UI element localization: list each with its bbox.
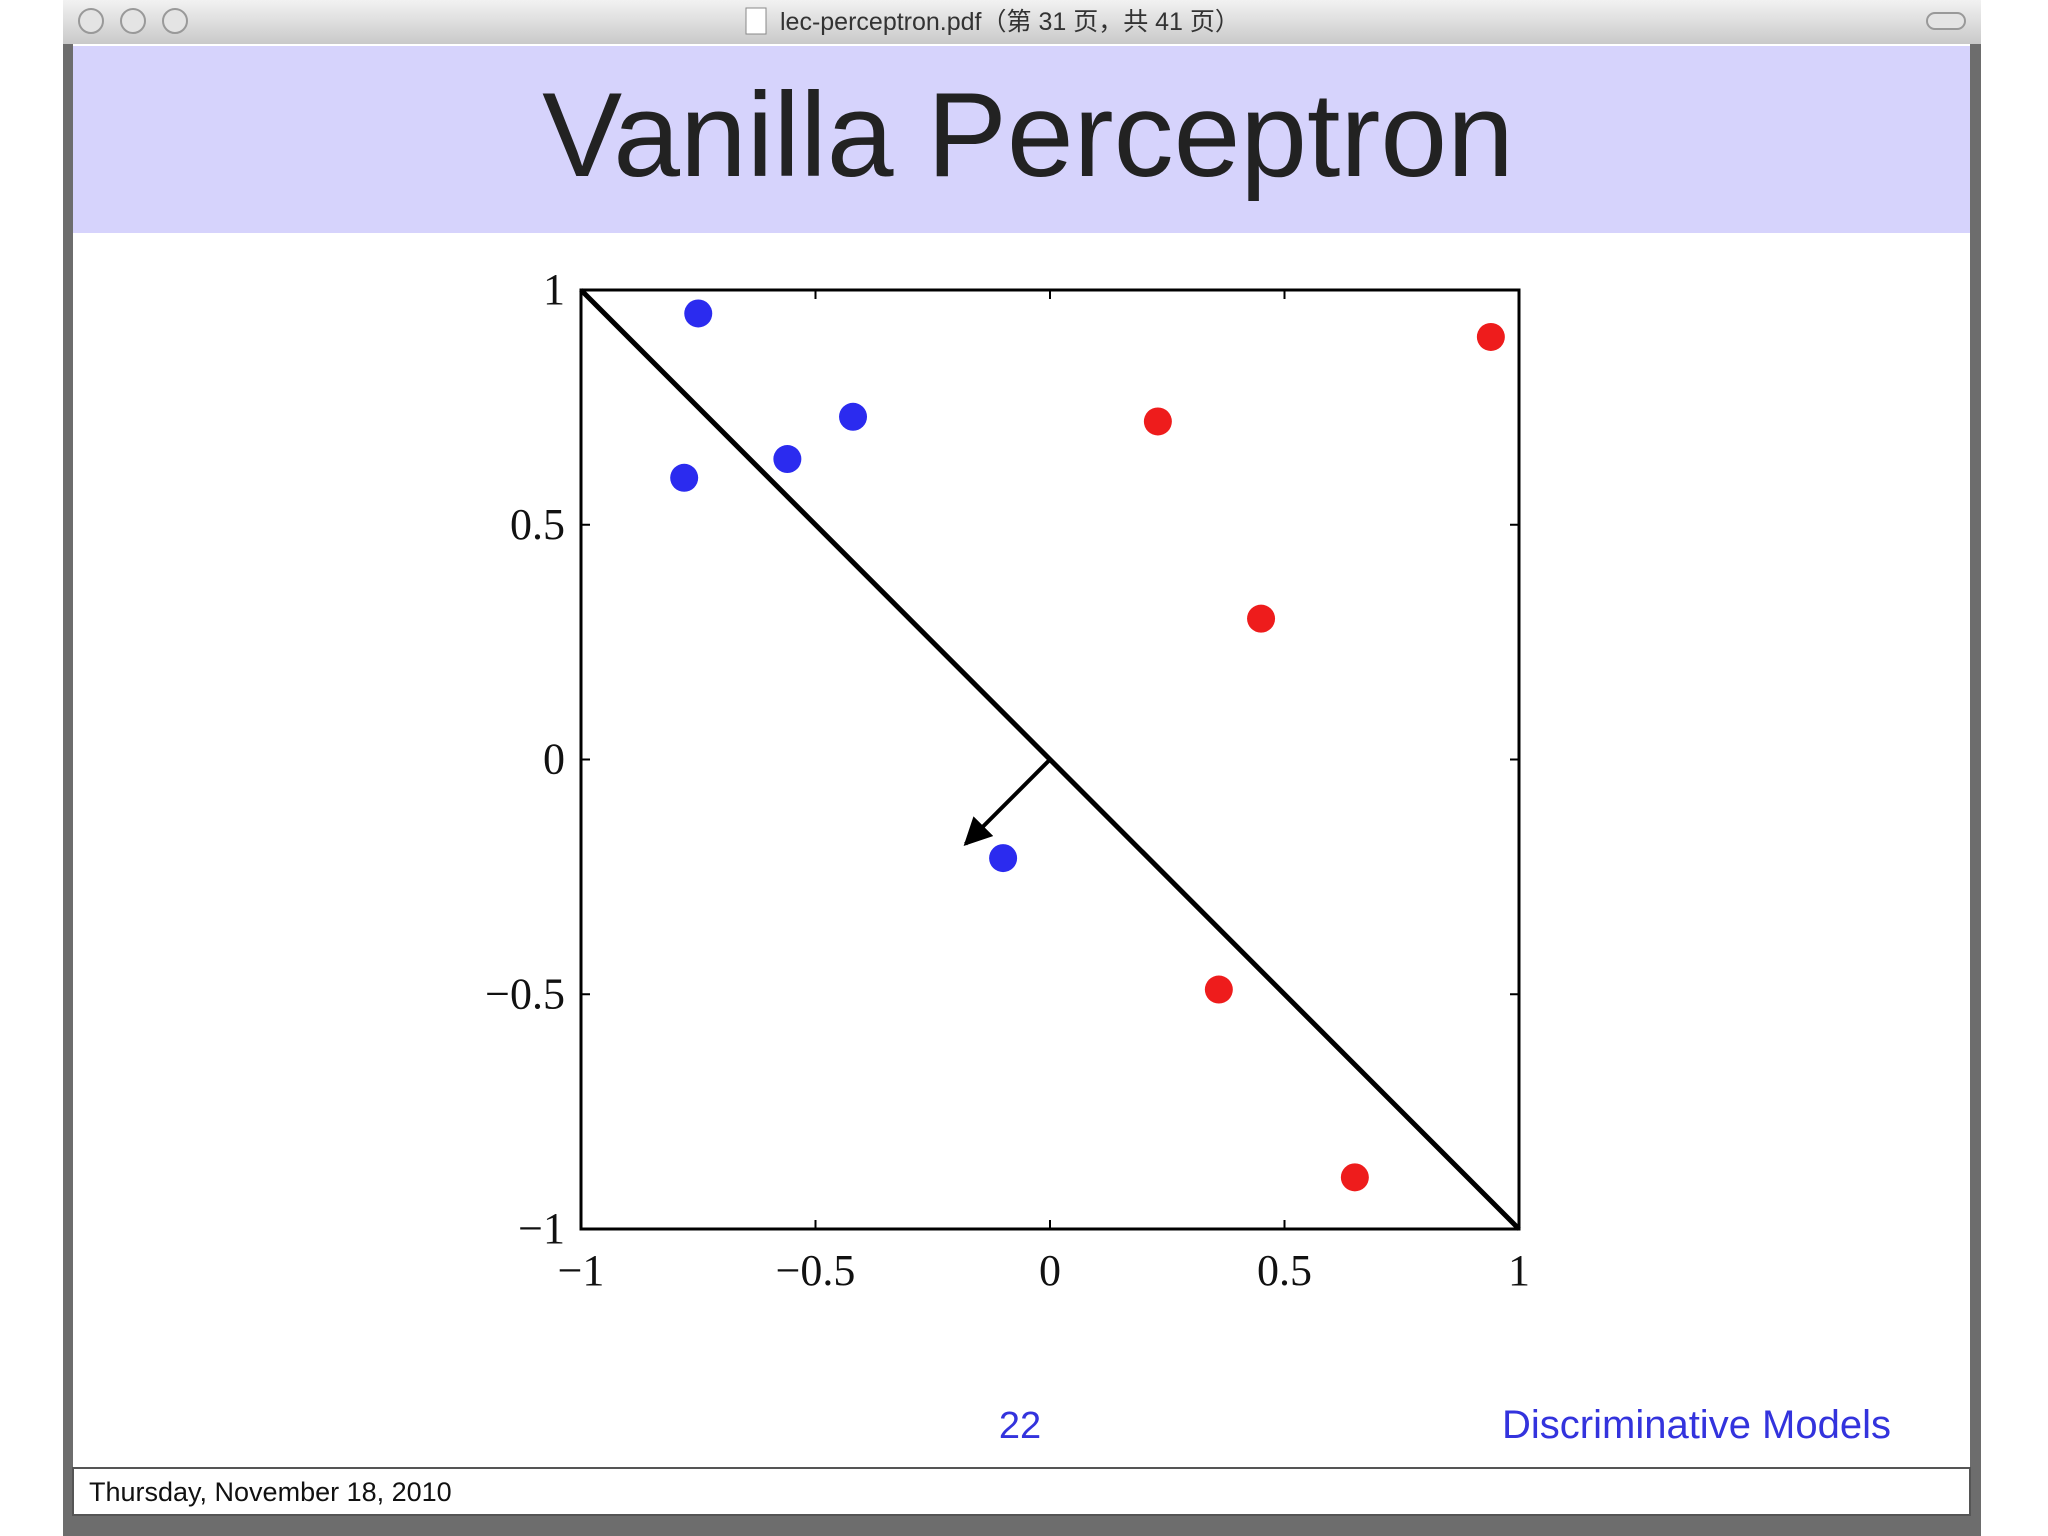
- title-bar: [63, 0, 1981, 44]
- x-tick-label: 1: [1508, 1246, 1530, 1295]
- plot: −1 −0.5 0 0.5 1 −1 −0.5 0 0.5 1: [485, 265, 1530, 1295]
- data-point: [684, 299, 713, 328]
- y-tick-label: 1: [543, 265, 565, 314]
- x-tick-label: −1: [558, 1246, 605, 1295]
- data-point: [1340, 1163, 1369, 1192]
- slide-title: Vanilla Perceptron: [542, 68, 1514, 202]
- y-tick-label: −0.5: [485, 969, 565, 1018]
- data-point: [1476, 322, 1505, 351]
- close-button[interactable]: [78, 8, 104, 34]
- y-tick-label: 0: [543, 735, 565, 784]
- data-point: [1143, 407, 1172, 436]
- y-tick-label: 0.5: [510, 500, 565, 549]
- x-tick-label: 0: [1039, 1246, 1061, 1295]
- section-name: Discriminative Models: [1502, 1403, 1891, 1447]
- x-tick-label: −0.5: [776, 1246, 856, 1295]
- date: Thursday, November 18, 2010: [89, 1477, 452, 1507]
- minimize-button[interactable]: [120, 8, 146, 34]
- data-point: [1247, 604, 1276, 633]
- data-point: [670, 463, 699, 492]
- window-title: lec-perceptron.pdf（第 31 页，共 41 页）: [780, 8, 1240, 36]
- x-tick-label: 0.5: [1257, 1246, 1312, 1295]
- data-point: [839, 402, 868, 431]
- file-icon: [745, 7, 767, 35]
- data-point: [989, 844, 1018, 873]
- slide-header: [73, 46, 1970, 233]
- page-number: 22: [999, 1405, 1041, 1447]
- data-point: [773, 445, 802, 474]
- weight-vector: [963, 758, 1052, 846]
- zoom-button[interactable]: [162, 8, 188, 34]
- y-tick-label: −1: [518, 1204, 565, 1253]
- toolbar-button[interactable]: [1926, 12, 1966, 30]
- date-bar: [72, 1467, 1971, 1516]
- data-point: [1204, 975, 1233, 1004]
